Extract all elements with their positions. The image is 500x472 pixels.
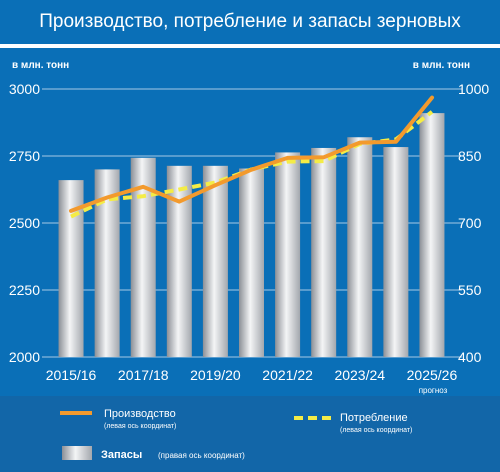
x-tick-label: 2017/18 [118,367,169,383]
x-tick-label: 2019/20 [190,367,241,383]
left-tick-label: 2750 [9,148,40,164]
right-axis-label: в млн. тонн [413,60,470,71]
legend-label-production: Производство [104,408,176,420]
left-tick-label: 2000 [9,349,40,365]
bar-stocks [239,168,264,357]
x-tick-label: 2025/26 [407,367,458,383]
bar-stocks [383,147,409,357]
x-tick-label: 2021/22 [262,367,313,383]
x-tick-label: 2023/24 [334,367,385,383]
bar-stocks [347,137,373,357]
left-axis-label: в млн. тонн [12,60,69,71]
right-tick-label: 700 [458,215,482,231]
right-tick-label: 400 [458,349,482,365]
left-tick-label: 3000 [9,81,40,97]
legend-label-consumption: Потребление [340,412,408,424]
bar-stocks [311,147,337,357]
legend-panel [0,396,500,472]
bar-stocks [419,113,445,358]
x-tick-label: 2015/16 [46,367,97,383]
legend-swatch-stocks [62,446,92,460]
bar-stocks [202,165,228,357]
right-tick-label: 850 [458,148,482,164]
title-separator [0,44,500,48]
legend-sub-stocks: (правая ось координат) [158,451,245,460]
forecast-note: прогноз [419,386,448,395]
chart-title: Производство, потребление и запасы зерно… [39,11,461,32]
legend: Производство (левая ось координат) Потре… [60,408,412,461]
legend-sub-production: (левая ось координат) [104,423,176,430]
left-tick-label: 2250 [9,282,40,298]
bar-stocks [275,152,301,357]
right-tick-label: 550 [458,282,482,298]
legend-sub-consumption: (левая ось координат) [340,427,412,434]
left-axis-ticks: 2000 2250 2500 2750 3000 [9,81,40,365]
line-series [69,95,434,219]
legend-label-stocks: Запасы [101,449,142,461]
line-production [69,95,434,213]
right-tick-label: 1000 [458,81,489,97]
x-axis-ticks: 2015/16 2017/18 2019/20 2021/22 2023/24 2025/… [46,367,458,383]
bar-series [58,113,445,358]
right-axis-ticks: 400 550 700 850 1000 [458,81,489,365]
left-tick-label: 2500 [9,215,40,231]
bar-stocks [166,165,192,357]
